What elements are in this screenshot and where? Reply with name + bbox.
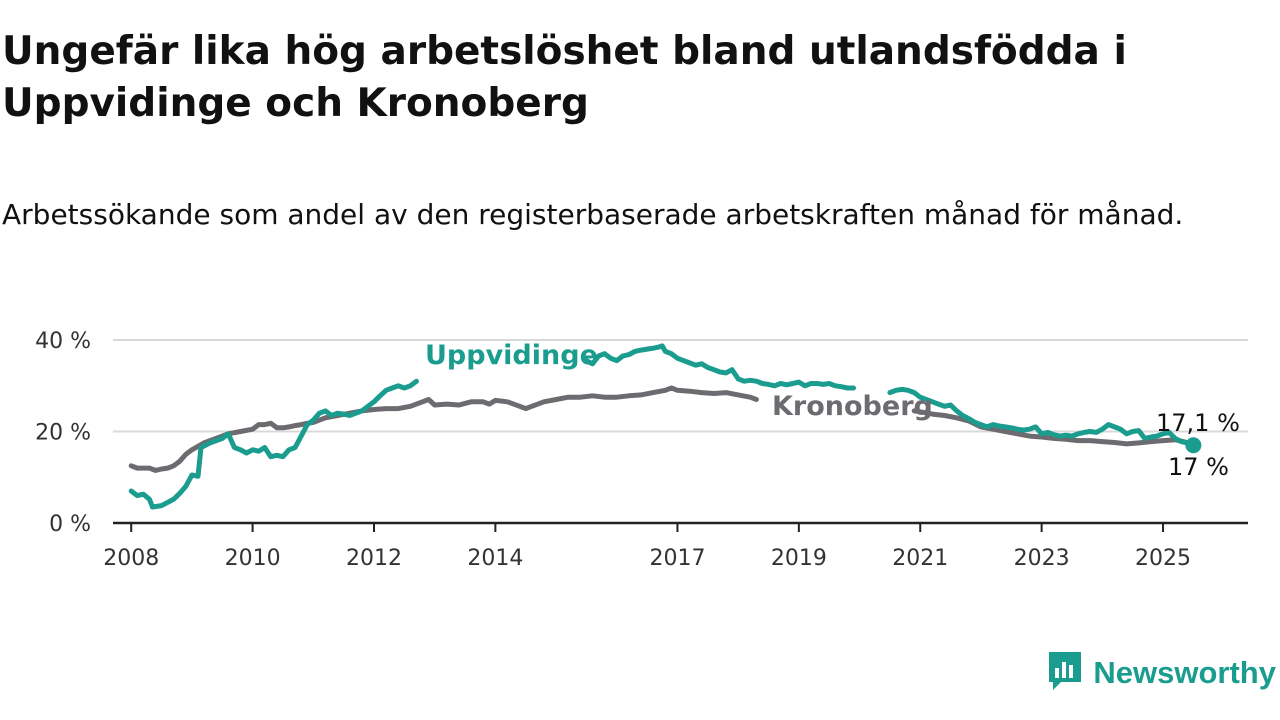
x-tick-label: 2010 bbox=[225, 546, 281, 571]
y-tick-label: 20 % bbox=[35, 421, 91, 446]
x-tick-label: 2025 bbox=[1135, 546, 1191, 571]
brand-name: Newsworthy bbox=[1093, 655, 1276, 690]
y-tick-label: 40 % bbox=[35, 329, 91, 354]
x-tick-label: 2021 bbox=[892, 546, 948, 571]
uppvidinge-line bbox=[583, 343, 856, 391]
x-tick-label: 2012 bbox=[346, 546, 402, 571]
bar-chart-badge-icon bbox=[1047, 650, 1083, 696]
end-label-uppvidinge: 17 % bbox=[1168, 453, 1229, 481]
x-tick-label: 2017 bbox=[649, 546, 705, 571]
series-label-uppvidinge: Uppvidinge bbox=[425, 340, 598, 371]
uppvidinge-line bbox=[887, 386, 1196, 448]
series-label-kronoberg: Kronoberg bbox=[772, 391, 933, 422]
x-tick-label: 2014 bbox=[467, 546, 523, 571]
chart-title: Ungefär lika hög arbetslöshet bland utla… bbox=[2, 29, 1127, 126]
x-tick-label: 2019 bbox=[771, 546, 827, 571]
kronoberg-line bbox=[911, 408, 1196, 448]
kronoberg-line bbox=[128, 385, 759, 473]
uppvidinge-end-dot bbox=[1185, 437, 1202, 454]
x-tick-label: 2008 bbox=[103, 546, 159, 571]
chart-subtitle: Arbetssökande som andel av den registerb… bbox=[2, 198, 1184, 231]
brand-logo: Newsworthy bbox=[1047, 650, 1276, 696]
uppvidinge-line bbox=[128, 378, 419, 510]
x-tick-label: 2023 bbox=[1014, 546, 1070, 571]
end-label-kronoberg: 17,1 % bbox=[1156, 409, 1240, 437]
y-tick-label: 0 % bbox=[49, 512, 91, 537]
